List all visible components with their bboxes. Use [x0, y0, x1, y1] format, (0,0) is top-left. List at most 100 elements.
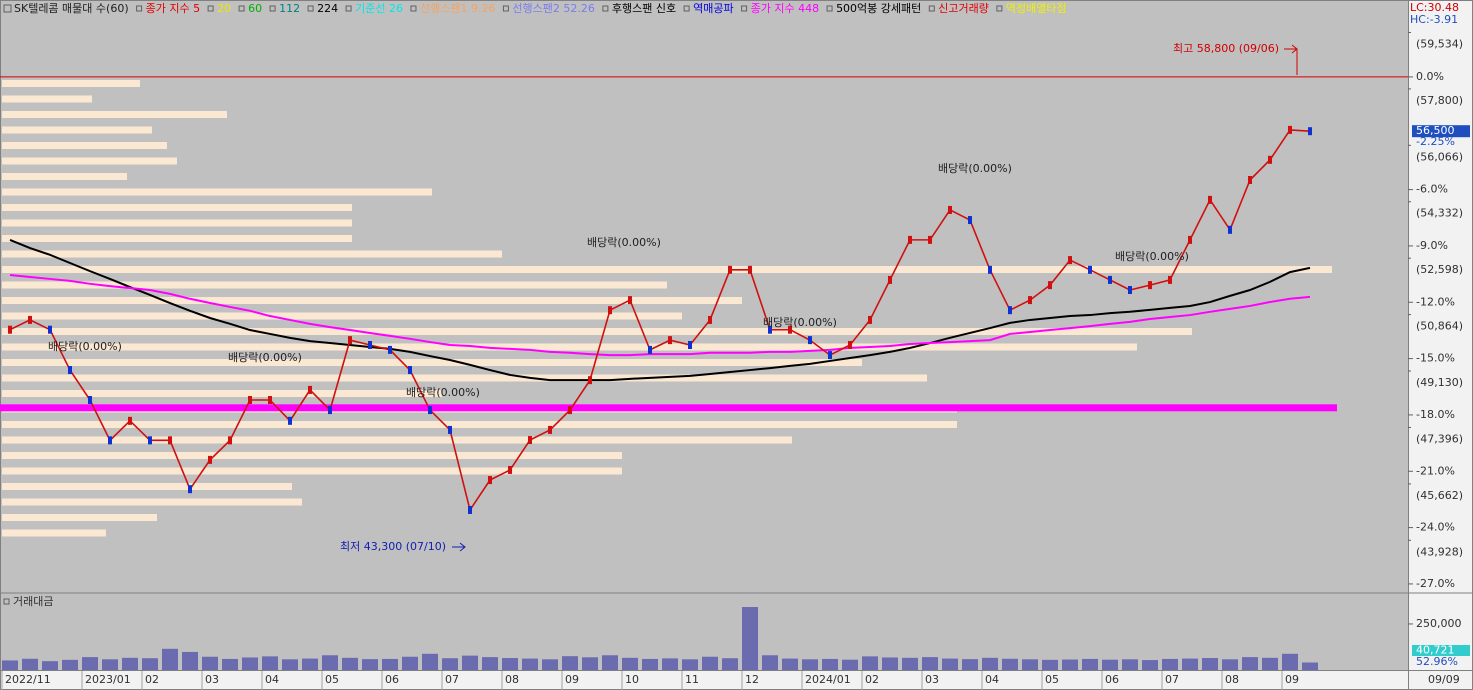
current-price-label: 56,500: [1416, 124, 1455, 137]
price-candle: [1088, 265, 1092, 274]
high-arrow: [1284, 44, 1298, 75]
x-tick-label: 12: [745, 673, 759, 686]
volume-profile-bar: [2, 266, 1332, 273]
volume-profile-bar: [2, 343, 1137, 351]
volume-bar: [722, 658, 738, 670]
y-tick-label: (57,800): [1416, 94, 1463, 107]
low-arrow: [452, 542, 466, 552]
volume-bar: [322, 655, 338, 670]
volume-profile-bar: [2, 281, 667, 289]
y2-tick-label: -12.0%: [1416, 295, 1455, 308]
volume-bar: [222, 658, 238, 670]
y2-tick-label: -24.0%: [1416, 521, 1455, 534]
price-candle: [1188, 235, 1192, 244]
legend-label: 역매공파: [693, 2, 733, 15]
axis-background: [1408, 0, 1473, 690]
volume-bar: [962, 659, 978, 670]
price-candle: [1048, 281, 1052, 290]
price-candle: [968, 216, 972, 225]
volume-bar: [1182, 658, 1198, 670]
volume-profile-bar: [2, 359, 862, 366]
y-tick-label: (56,066): [1416, 150, 1463, 163]
x-tick-label: 2022/11: [5, 673, 51, 686]
price-candle: [8, 325, 12, 334]
volume-bar: [542, 659, 558, 670]
price-candle: [1108, 275, 1112, 284]
y-tick-label: (43,928): [1416, 545, 1463, 558]
price-candle: [728, 265, 732, 274]
price-candle: [688, 341, 692, 350]
y2-tick-label: -18.0%: [1416, 408, 1455, 421]
price-candle: [528, 436, 532, 445]
legend-marker: [602, 5, 609, 12]
volume-bar: [422, 653, 438, 670]
legend-marker: [928, 5, 935, 12]
volume-bar: [202, 656, 218, 670]
y-tick-label: (50,864): [1416, 320, 1463, 333]
x-tick-label: 05: [1045, 673, 1059, 686]
y2-tick-label: -21.0%: [1416, 464, 1455, 477]
volume-bar: [1002, 658, 1018, 670]
annotation: 배당락(0.00%): [48, 340, 122, 353]
legend-label: 선행스팬1 9.26: [420, 2, 495, 15]
volume-bar: [442, 658, 458, 670]
volume-profile-bar: [2, 514, 157, 521]
price-line: [9, 129, 1311, 512]
annotation: 배당락(0.00%): [938, 162, 1012, 175]
price-candle: [588, 376, 592, 385]
y-tick-label: (45,662): [1416, 489, 1463, 502]
volume-bar: [842, 659, 858, 670]
volume-bar: [762, 655, 778, 670]
price-candle: [308, 385, 312, 394]
x-tick-label: 04: [265, 673, 279, 686]
x-tick-label: 10: [625, 673, 639, 686]
y2-tick-label: -6.0%: [1416, 183, 1448, 196]
date-axis-background: [0, 671, 1408, 690]
x-tick-label: 02: [145, 673, 159, 686]
volume-bar: [102, 659, 118, 670]
price-candle: [268, 395, 272, 404]
legend-label: 60: [248, 2, 262, 15]
price-candle: [408, 366, 412, 375]
volume-title: 거래대금: [13, 595, 53, 608]
y2-tick-label: -9.0%: [1416, 239, 1448, 252]
price-candle: [368, 341, 372, 350]
price-candle: [28, 315, 32, 324]
price-candle: [228, 436, 232, 445]
current-volume-box: [1412, 645, 1470, 656]
price-candle: [1068, 256, 1072, 265]
volume-bar: [602, 655, 618, 670]
legend-label: 500억봉 강세패턴: [836, 2, 921, 15]
price-candle: [68, 366, 72, 375]
volume-profile-bar: [2, 188, 432, 196]
volume-profile-bar: [2, 80, 140, 87]
y2-tick-label: -27.0%: [1416, 577, 1455, 590]
volume-profile-bar: [2, 467, 622, 475]
annotation: 최저 43,300 (07/10): [340, 540, 446, 553]
volume-bar: [2, 660, 18, 670]
x-tick-label: 07: [445, 673, 459, 686]
legend-label: 종가 지수 5: [146, 2, 200, 15]
x-tick-label: 03: [925, 673, 939, 686]
volume-bar: [1222, 659, 1238, 670]
y-tick-label: (49,130): [1416, 376, 1463, 389]
volume-bar: [42, 661, 58, 670]
x-tick-label: 2024/01: [805, 673, 851, 686]
price-candle: [848, 341, 852, 350]
price-candle: [388, 345, 392, 354]
annotation: 배당락(0.00%): [1115, 250, 1189, 263]
volume-bar: [922, 657, 938, 670]
price-candle: [668, 336, 672, 345]
volume-bar: [402, 656, 418, 670]
x-tick-label: 04: [985, 673, 999, 686]
volume-profile-bar: [2, 126, 152, 134]
volume-bar: [1162, 658, 1178, 670]
volume-profile-bar: [2, 157, 177, 165]
volume-bar: [1022, 659, 1038, 670]
legend-label: 112: [279, 2, 300, 15]
price-candle: [248, 395, 252, 404]
volume-bar: [382, 658, 398, 670]
price-candle: [908, 235, 912, 244]
volume-bar: [1042, 659, 1058, 670]
price-candle: [128, 416, 132, 425]
